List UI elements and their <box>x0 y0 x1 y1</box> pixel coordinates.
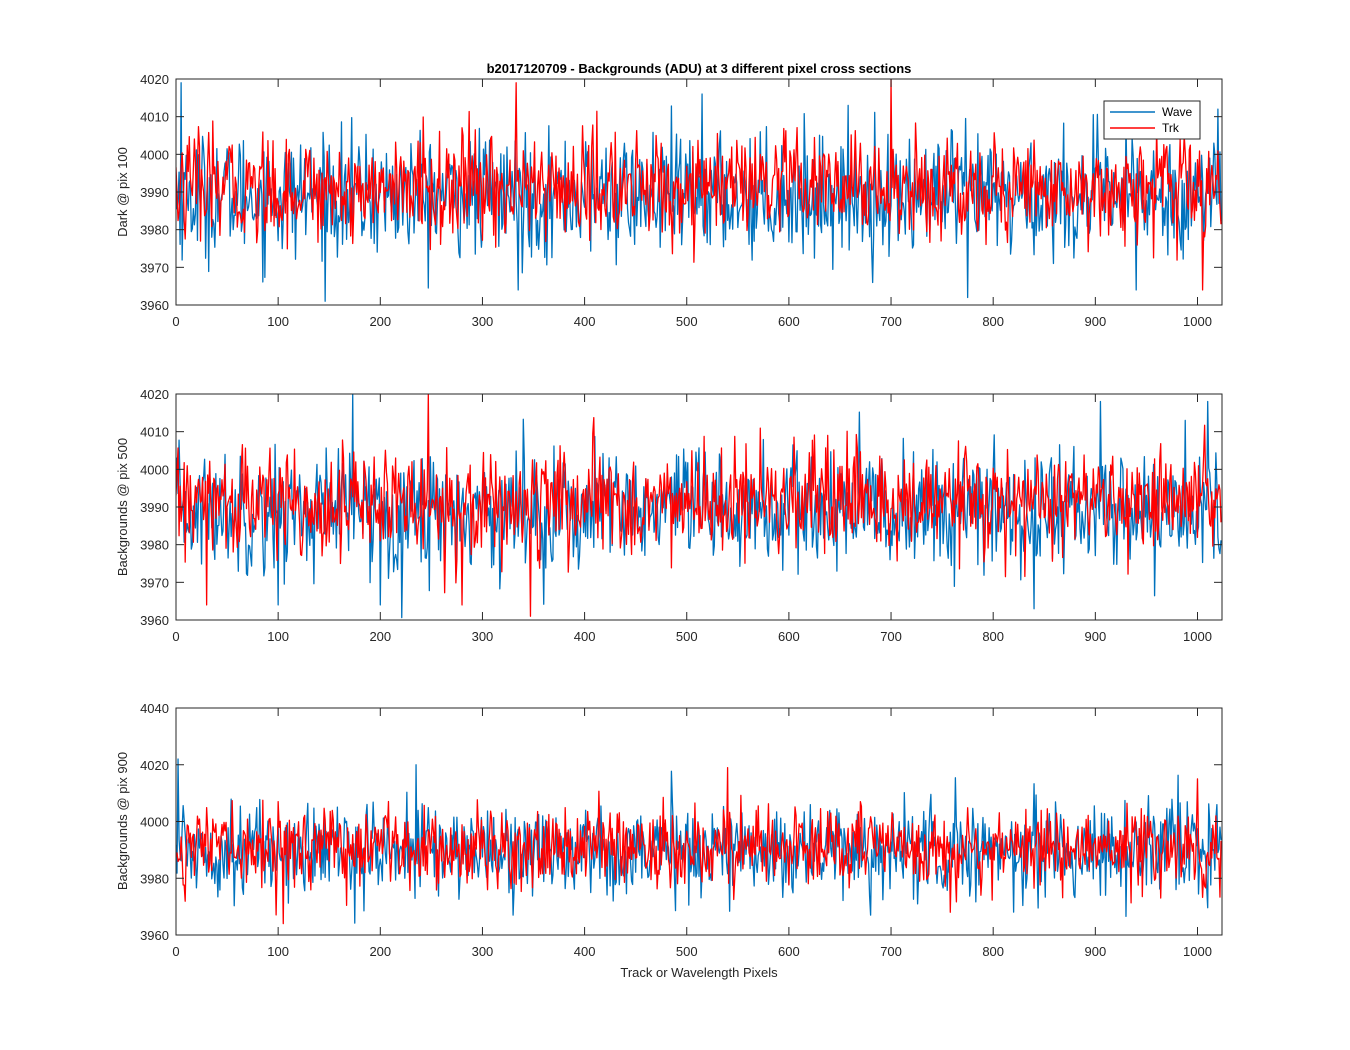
x-tick-label: 600 <box>778 944 800 959</box>
y-tick-label: 4020 <box>140 72 169 87</box>
x-tick-label: 500 <box>676 314 698 329</box>
y-tick-label: 3980 <box>140 538 169 553</box>
panel-backgrounds-pix-900: 0 100 200 300 400 500 600 700 800 900 1000 3960 398… <box>115 701 1223 980</box>
y-tick-label: 4020 <box>140 387 169 402</box>
y-tick-label: 4000 <box>140 147 169 162</box>
x-tick-label: 0 <box>172 314 179 329</box>
series-line-wave <box>176 394 1222 619</box>
x-tick-label: 100 <box>267 944 289 959</box>
x-axis-label: Track or Wavelength Pixels <box>620 965 778 980</box>
x-tick-label: 100 <box>267 314 289 329</box>
y-tick-label: 3960 <box>140 298 169 313</box>
y-tick-label: 3960 <box>140 613 169 628</box>
x-tick-label: 500 <box>676 629 698 644</box>
x-tick-label: 1000 <box>1183 629 1212 644</box>
y-tick-label: 4040 <box>140 701 169 716</box>
y-tick-label: 4010 <box>140 110 169 125</box>
x-tick-label: 600 <box>778 629 800 644</box>
x-tick-label: 300 <box>472 944 494 959</box>
series-line-trk <box>176 394 1222 617</box>
panel-backgrounds-pix-500: 0 100 200 300 400 500 600 700 800 900 1000 3960 397… <box>115 387 1223 644</box>
legend-wave-label: Wave <box>1162 105 1193 119</box>
x-tick-label: 200 <box>369 629 391 644</box>
x-tick-label: 700 <box>880 944 902 959</box>
x-tick-label: 200 <box>369 314 391 329</box>
legend-box <box>1103 100 1201 140</box>
x-tick-label: 100 <box>267 629 289 644</box>
y-tick-label: 4020 <box>140 758 169 773</box>
y-tick-label: 4000 <box>140 815 169 830</box>
x-tick-label: 700 <box>880 314 902 329</box>
x-tick-label: 400 <box>574 629 596 644</box>
x-tick-label: 900 <box>1084 944 1106 959</box>
x-tick-label: 400 <box>574 944 596 959</box>
x-tick-label: 800 <box>982 314 1004 329</box>
y-tick-label: 4010 <box>140 425 169 440</box>
chart-title: b2017120709 - Backgrounds (ADU) at 3 dif… <box>487 61 912 76</box>
y-tick-label: 3980 <box>140 223 169 238</box>
x-tick-label: 700 <box>880 629 902 644</box>
x-tick-label: 900 <box>1084 629 1106 644</box>
x-tick-label: 300 <box>472 314 494 329</box>
y-tick-label: 3970 <box>140 260 169 275</box>
x-tick-label: 800 <box>982 629 1004 644</box>
x-tick-label: 0 <box>172 629 179 644</box>
y-axis-label: Backgrounds @ pix 900 <box>115 752 130 890</box>
x-tick-label: 500 <box>676 944 698 959</box>
x-tick-label: 200 <box>369 944 391 959</box>
y-axis-label: Dark @ pix 100 <box>115 147 130 237</box>
y-tick-label: 3960 <box>140 928 169 943</box>
x-tick-label: 300 <box>472 629 494 644</box>
panel-dark-pix-100: 0 100 200 300 400 500 600 700 800 900 1000 3960 397… <box>115 61 1223 329</box>
y-tick-label: 4000 <box>140 462 169 477</box>
x-tick-label: 800 <box>982 944 1004 959</box>
x-tick-label: 1000 <box>1183 944 1212 959</box>
series-line-trk <box>176 766 1222 925</box>
x-tick-label: 400 <box>574 314 596 329</box>
y-tick-label: 3970 <box>140 575 169 590</box>
y-tick-label: 3990 <box>140 185 169 200</box>
x-tick-label: 600 <box>778 314 800 329</box>
legend-trk-label: Trk <box>1162 121 1180 135</box>
y-axis-label: Backgrounds @ pix 500 <box>115 438 130 576</box>
legend: Wave Trk <box>1103 100 1201 140</box>
y-tick-label: 3980 <box>140 871 169 886</box>
series-line-trk <box>176 79 1222 291</box>
x-tick-label: 1000 <box>1183 314 1212 329</box>
x-tick-label: 0 <box>172 944 179 959</box>
x-tick-label: 900 <box>1084 314 1106 329</box>
y-tick-label: 3990 <box>140 500 169 515</box>
